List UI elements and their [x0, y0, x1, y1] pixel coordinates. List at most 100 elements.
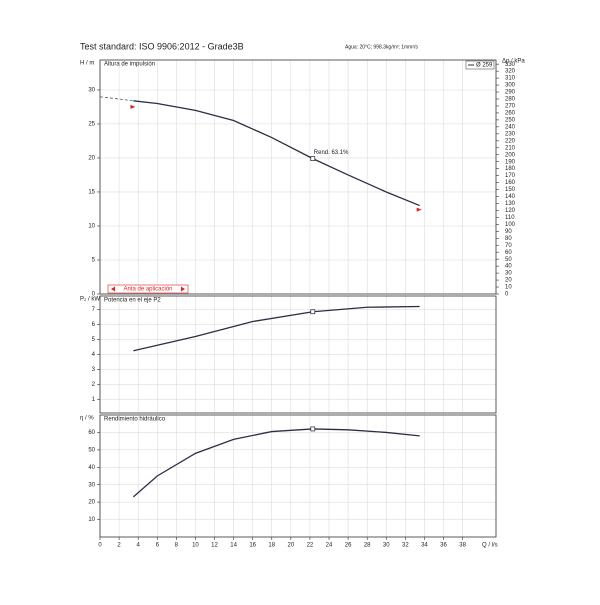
duty-point — [310, 426, 316, 432]
x-tick-label: 26 — [345, 543, 352, 549]
y-tick-label: 5 — [92, 258, 96, 264]
range-marker — [416, 207, 422, 212]
x-tick-label: 4 — [136, 543, 140, 549]
panel-title: Rendimiento hidráulico — [104, 417, 166, 423]
y2-tick-label: 270 — [505, 104, 516, 110]
y-tick-label: 2 — [92, 382, 96, 388]
y-tick-label: 15 — [88, 190, 95, 196]
range-marker — [130, 104, 136, 109]
panel-title: Potencia en el eje P2 — [104, 298, 161, 304]
y2-tick-label: 60 — [505, 250, 512, 256]
y-axis-label: H / m — [80, 61, 94, 67]
y-axis-label: P₂ / kW — [80, 297, 100, 303]
chart-title: Test standard: ISO 9906:2012 - Grade3B — [80, 41, 244, 51]
y2-tick-label: 260 — [505, 111, 516, 117]
x-tick-label: 34 — [421, 543, 428, 549]
y2-tick-label: 40 — [505, 264, 512, 270]
y-tick-label: 7 — [92, 307, 96, 313]
x-tick-label: 18 — [268, 543, 275, 549]
duty-point — [310, 156, 316, 161]
chart-subtitle: Agua: 20°C; 998.3kg/m³; 1mm²/s — [345, 44, 418, 50]
x-tick-label: 28 — [364, 543, 371, 549]
duty-point — [310, 309, 316, 315]
x-tick-label: 32 — [402, 543, 409, 549]
x-tick-label: 24 — [326, 543, 333, 549]
y2-tick-label: 160 — [505, 180, 516, 186]
y2-tick-label: 110 — [505, 215, 515, 221]
y-tick-label: 4 — [92, 352, 96, 358]
x-tick-label: 30 — [383, 543, 390, 549]
x-tick-label: 22 — [307, 543, 314, 549]
x-tick-label: 6 — [156, 543, 160, 549]
x-tick-label: 20 — [287, 543, 294, 549]
y2-tick-label: 240 — [505, 124, 516, 130]
line-extension — [99, 96, 134, 102]
y-tick-label: 5 — [92, 337, 96, 343]
panel-title: Altura de impulsión — [104, 62, 155, 68]
line-series — [133, 100, 420, 207]
y-tick-label: 60 — [88, 430, 95, 436]
y2-tick-label: 100 — [505, 222, 516, 228]
y2-tick-label: 170 — [505, 173, 516, 179]
y-tick-label: 0 — [92, 292, 96, 298]
y-tick-label: 1 — [92, 397, 96, 403]
y-tick-label: 6 — [92, 322, 96, 328]
y2-tick-label: 210 — [505, 145, 516, 151]
y2-tick-label: 50 — [505, 257, 512, 263]
annotation: Rend. 63.1% — [314, 150, 349, 156]
y-tick-label: 40 — [88, 465, 95, 471]
x-tick-label: 10 — [192, 543, 199, 549]
y2-tick-label: 120 — [505, 208, 516, 214]
line-series — [133, 305, 420, 352]
y-tick-label: 25 — [88, 122, 95, 128]
y2-tick-label: 290 — [505, 90, 516, 96]
y-axis-label: η / % — [80, 416, 94, 422]
y-tick-label: 3 — [92, 367, 96, 373]
y2-tick-label: 230 — [505, 131, 516, 137]
x-axis-label: Q / l/s — [482, 543, 498, 549]
legend-box — [465, 60, 495, 70]
y-tick-label: 30 — [88, 482, 95, 488]
y-tick-label: 10 — [88, 224, 95, 230]
x-tick-label: 8 — [175, 543, 179, 549]
line-series — [132, 428, 420, 498]
x-tick-label: 16 — [249, 543, 256, 549]
y2-tick-label: 20 — [505, 278, 512, 284]
x-tick-label: 0 — [98, 543, 102, 549]
y-tick-label: 30 — [88, 88, 95, 94]
panel-frame — [99, 295, 497, 414]
panel-frame — [99, 59, 497, 295]
y2-tick-label: 280 — [505, 97, 516, 103]
y2-tick-label: 320 — [505, 69, 516, 75]
y2-tick-label: 70 — [505, 243, 512, 249]
x-tick-label: 36 — [440, 543, 447, 549]
y-tick-label: 10 — [88, 517, 95, 523]
y2-tick-label: 200 — [505, 152, 516, 158]
panel-frame — [99, 414, 497, 538]
y2-tick-label: 10 — [505, 285, 512, 291]
y-tick-label: 50 — [88, 447, 95, 453]
y2-tick-label: 90 — [505, 229, 512, 235]
range-box — [107, 284, 189, 294]
x-tick-label: 14 — [230, 543, 237, 549]
y2-tick-label: 190 — [505, 159, 516, 165]
range-label: Anta de aplicación — [123, 287, 172, 293]
x-tick-label: 12 — [211, 543, 218, 549]
y2-tick-label: 220 — [505, 138, 516, 144]
y2-tick-label: 150 — [505, 187, 516, 193]
y2-axis-label: Δp / kPa — [502, 59, 525, 65]
y-tick-label: 20 — [88, 500, 95, 506]
y2-tick-label: 330 — [505, 62, 516, 68]
y-tick-label: 20 — [88, 156, 95, 162]
y2-tick-label: 80 — [505, 236, 512, 242]
y2-tick-label: 0 — [505, 292, 509, 298]
y2-tick-label: 300 — [505, 83, 516, 89]
y2-tick-label: 180 — [505, 166, 516, 172]
y2-tick-label: 130 — [505, 201, 516, 207]
x-tick-label: 38 — [459, 543, 466, 549]
x-tick-label: 2 — [117, 543, 121, 549]
y2-tick-label: 140 — [505, 194, 516, 200]
y2-tick-label: 250 — [505, 117, 516, 123]
y2-tick-label: 310 — [505, 76, 516, 82]
